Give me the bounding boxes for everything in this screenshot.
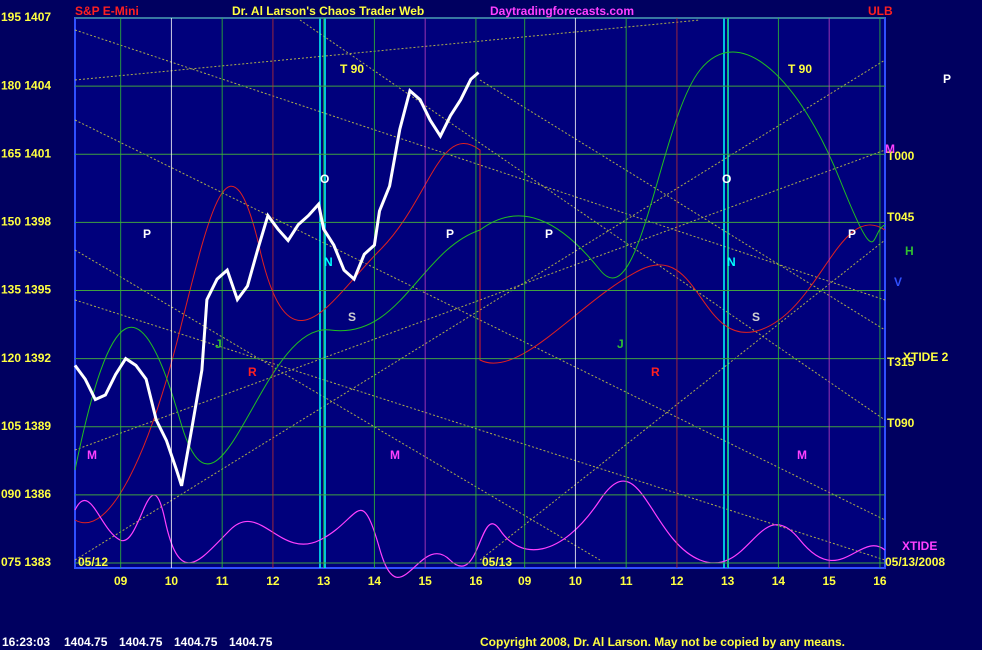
annotation: R xyxy=(248,365,257,379)
annotation: P xyxy=(143,227,151,241)
y-tick-label: 090 1386 xyxy=(1,487,51,501)
status-time: 16:23:03 xyxy=(2,635,50,649)
x-tick-label: 15 xyxy=(418,574,432,588)
y-tick-label: 120 1392 xyxy=(1,351,51,365)
annotation: S xyxy=(348,310,356,324)
copyright: Copyright 2008, Dr. Al Larson. May not b… xyxy=(480,635,845,649)
day-label: 05/13 xyxy=(482,555,512,569)
annotation: T045 xyxy=(887,210,915,224)
x-tick-label: 12 xyxy=(266,574,280,588)
x-tick-label: 10 xyxy=(165,574,179,588)
y-tick-label: 165 1401 xyxy=(1,146,51,160)
annotation: V xyxy=(894,275,902,289)
status-quote: 1404.75 xyxy=(229,635,273,649)
annotation: P xyxy=(848,227,856,241)
x-tick-label: 10 xyxy=(569,574,583,588)
annotation: N xyxy=(324,255,333,269)
x-tick-label: 16 xyxy=(873,574,887,588)
annotation: T000 xyxy=(887,149,915,163)
annotation: P xyxy=(943,72,951,86)
x-tick-label: 11 xyxy=(216,574,229,588)
annotation: R xyxy=(651,365,660,379)
annotation: M xyxy=(390,448,400,462)
annotation: J xyxy=(617,337,624,351)
status-quote: 1404.75 xyxy=(64,635,108,649)
chart-title: Dr. Al Larson's Chaos Trader Web xyxy=(232,4,424,18)
annotation: T315 xyxy=(887,355,915,369)
annotation: P xyxy=(545,227,553,241)
annotation: XTIDE xyxy=(902,539,937,553)
red-band xyxy=(74,143,886,524)
annotation: O xyxy=(722,172,731,186)
gann-lines xyxy=(74,19,886,561)
annotation: T 90 xyxy=(340,62,364,76)
x-tick-label: 12 xyxy=(670,574,684,588)
x-tick-label: 09 xyxy=(518,574,532,588)
x-tick-label: 14 xyxy=(368,574,382,588)
annotation: H xyxy=(905,244,914,258)
y-tick-label: 180 1404 xyxy=(1,78,51,92)
x-tick-label: 16 xyxy=(469,574,483,588)
annotation: J xyxy=(215,337,222,351)
x-tick-label: 11 xyxy=(620,574,633,588)
y-tick-label: 135 1395 xyxy=(1,283,51,297)
symbol: S&P E-Mini xyxy=(75,4,139,18)
x-tick-label: 09 xyxy=(114,574,128,588)
price-line xyxy=(73,71,480,487)
y-tick-label: 195 1407 xyxy=(1,10,51,24)
annotation: T090 xyxy=(887,416,915,430)
x-tick-label: 14 xyxy=(772,574,786,588)
annotation: M xyxy=(87,448,97,462)
status-quote: 1404.75 xyxy=(174,635,218,649)
x-tick-label: 15 xyxy=(822,574,836,588)
status-quote: 1404.75 xyxy=(119,635,163,649)
green-band xyxy=(74,51,886,471)
x-tick-label: 13 xyxy=(317,574,331,588)
annotation: O xyxy=(320,172,329,186)
annotation: T 90 xyxy=(788,62,812,76)
y-tick-label: 150 1398 xyxy=(1,215,51,229)
x-tick-label: 13 xyxy=(721,574,735,588)
annotation: S xyxy=(752,310,760,324)
y-tick-label: 075 1383 xyxy=(1,555,51,569)
annotation: N xyxy=(727,255,736,269)
y-tick-label: 105 1389 xyxy=(1,419,51,433)
annotation: M xyxy=(885,142,895,156)
end-date: 05/13/2008 xyxy=(885,555,945,569)
annotation: P xyxy=(446,227,454,241)
annotation: ULB xyxy=(868,4,893,18)
day-label: 05/12 xyxy=(78,555,108,569)
site: Daytradingforecasts.com xyxy=(490,4,634,18)
annotation: XTIDE 2 xyxy=(903,350,949,364)
annotation: M xyxy=(797,448,807,462)
